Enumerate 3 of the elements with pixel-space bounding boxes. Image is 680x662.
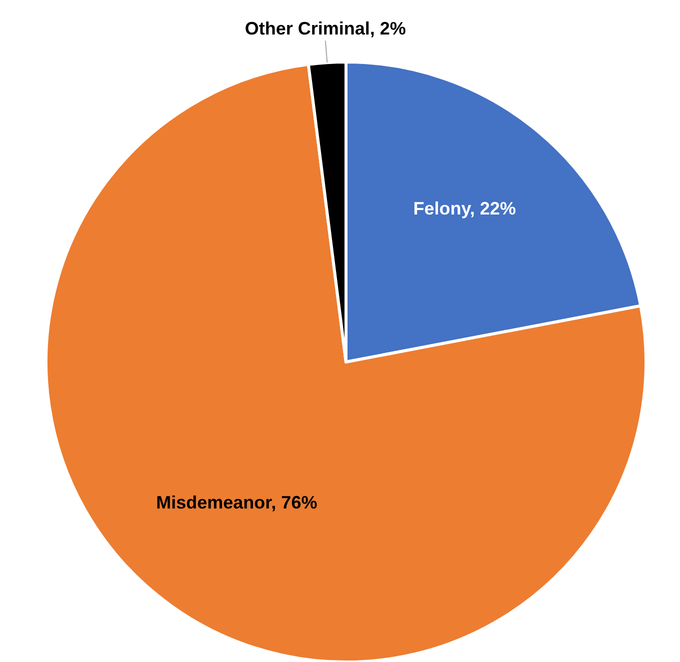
slice-label: Other Criminal, 2% xyxy=(244,18,406,39)
slice-label: Misdemeanor, 76% xyxy=(156,492,318,512)
slice-label: Felony, 22% xyxy=(413,198,516,219)
